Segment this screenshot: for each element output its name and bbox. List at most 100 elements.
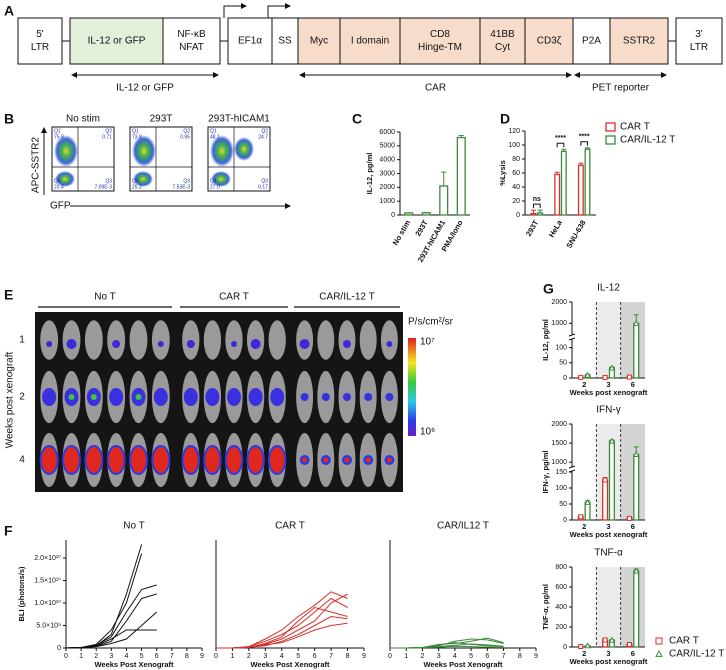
x-tick-label: 3 xyxy=(109,653,113,660)
flow-cloud xyxy=(133,171,153,187)
mouse xyxy=(129,320,148,360)
y-tick-label: 150 xyxy=(555,469,567,476)
x-axis-label: Weeks Post Xenograft xyxy=(423,660,503,669)
y-tick-label: 0 xyxy=(516,212,520,219)
quadrant-value: 0.17 xyxy=(258,184,268,190)
error-bar xyxy=(578,162,584,166)
bar xyxy=(584,148,591,216)
quadrant-name: Q2 xyxy=(183,128,190,134)
signal xyxy=(186,340,195,348)
signal xyxy=(66,339,77,349)
quadrant-value: 75.8 xyxy=(54,134,64,140)
x-axis-label: Weeks post xenograft xyxy=(570,657,648,666)
x-tick-label: 6 xyxy=(485,653,489,660)
x-tick-label: 6 xyxy=(631,649,635,658)
data-point xyxy=(584,498,591,505)
x-tick-label: HeLa xyxy=(547,218,564,239)
y-tick-label: 50 xyxy=(559,360,567,367)
signal xyxy=(203,445,222,475)
x-tick-label: 6 xyxy=(313,653,317,660)
x-tick-label: 7 xyxy=(329,653,333,660)
category-shading xyxy=(620,302,645,378)
signal xyxy=(205,388,220,406)
x-axis-label: Weeks post xenograft xyxy=(570,388,648,397)
x-axis-label: Weeks post xenograft xyxy=(570,530,648,539)
bar xyxy=(633,453,640,521)
data-point xyxy=(626,642,632,647)
y-tick-label: 0 xyxy=(563,644,567,651)
legend-label: CAR T xyxy=(620,122,650,133)
error-bar xyxy=(584,147,590,150)
signal xyxy=(109,388,124,406)
flow-title: 293T xyxy=(150,114,173,125)
signal xyxy=(365,457,371,463)
flow-cloud xyxy=(55,171,75,187)
y-tick-label: 80 xyxy=(512,156,520,163)
signal xyxy=(46,341,53,347)
x-tick-label: 2 xyxy=(582,522,586,531)
legend-marker xyxy=(605,122,616,132)
error-bar xyxy=(561,148,567,152)
y-tick-label: 60 xyxy=(512,170,520,177)
line xyxy=(216,591,348,649)
x-tick-label: 2 xyxy=(420,653,424,660)
y-tick-label: 100 xyxy=(555,485,567,492)
flow-cloud xyxy=(234,137,254,161)
y-tick-label: 4000 xyxy=(379,157,395,164)
flow-cloud xyxy=(54,135,78,167)
flow-x-label: GFP xyxy=(50,201,71,212)
segment-label: 41BB xyxy=(490,29,515,40)
y-tick-label: 100 xyxy=(508,142,520,149)
y-axis-label: BLI (photons/s) xyxy=(17,566,26,621)
quadrant-value: 0.95 xyxy=(180,134,190,140)
y-tick-label: 600 xyxy=(555,584,567,591)
row-label: 1 xyxy=(19,335,25,346)
signal xyxy=(157,341,164,347)
x-tick-label: 9 xyxy=(362,653,366,660)
quadrant-name: Q3 xyxy=(183,178,190,184)
legend-label: CAR/IL-12 T xyxy=(620,135,675,146)
signal xyxy=(181,445,201,475)
colorbar-unit: P/s/cm²/sr xyxy=(408,317,454,328)
x-tick-label: 5 xyxy=(469,653,473,660)
signal xyxy=(246,445,265,475)
construct-segment xyxy=(271,17,299,65)
signal xyxy=(250,339,261,349)
segment-label: P2A xyxy=(582,36,601,47)
y-tick-label: 50 xyxy=(559,501,567,508)
category-shading xyxy=(572,424,597,520)
line xyxy=(65,553,143,649)
quadrant-name: Q4 xyxy=(210,178,217,184)
data-point xyxy=(578,644,584,649)
signal xyxy=(321,393,330,401)
axis-break xyxy=(568,333,576,341)
x-axis-label: Weeks Post Xenograft xyxy=(94,660,174,669)
construct-backbone xyxy=(62,3,676,42)
bar xyxy=(554,173,561,216)
significance-bracket xyxy=(580,141,588,146)
segment-label: Myc xyxy=(310,36,328,47)
data-point xyxy=(632,567,640,574)
signal xyxy=(344,457,350,463)
significance-label: **** xyxy=(579,134,590,141)
signal xyxy=(386,341,393,347)
y-tick-label: 5000 xyxy=(379,143,395,150)
signal xyxy=(90,394,97,400)
x-tick-label: 6 xyxy=(631,380,635,389)
data-point xyxy=(602,374,608,380)
construct-segment xyxy=(162,17,221,65)
segment-label: NF-κB xyxy=(177,29,206,40)
significance-label: ns xyxy=(533,196,541,203)
x-tick-label: 3 xyxy=(606,380,610,389)
segment-label: IL-12 or GFP xyxy=(88,36,146,47)
x-tick-label: 2 xyxy=(94,653,98,660)
error-bar xyxy=(458,134,464,138)
x-tick-label: 3 xyxy=(606,522,610,531)
signal xyxy=(267,445,287,475)
bar xyxy=(456,136,466,216)
x-tick-label: 2 xyxy=(582,649,586,658)
line xyxy=(216,606,348,649)
data-point xyxy=(608,636,616,643)
data-point xyxy=(584,642,591,649)
